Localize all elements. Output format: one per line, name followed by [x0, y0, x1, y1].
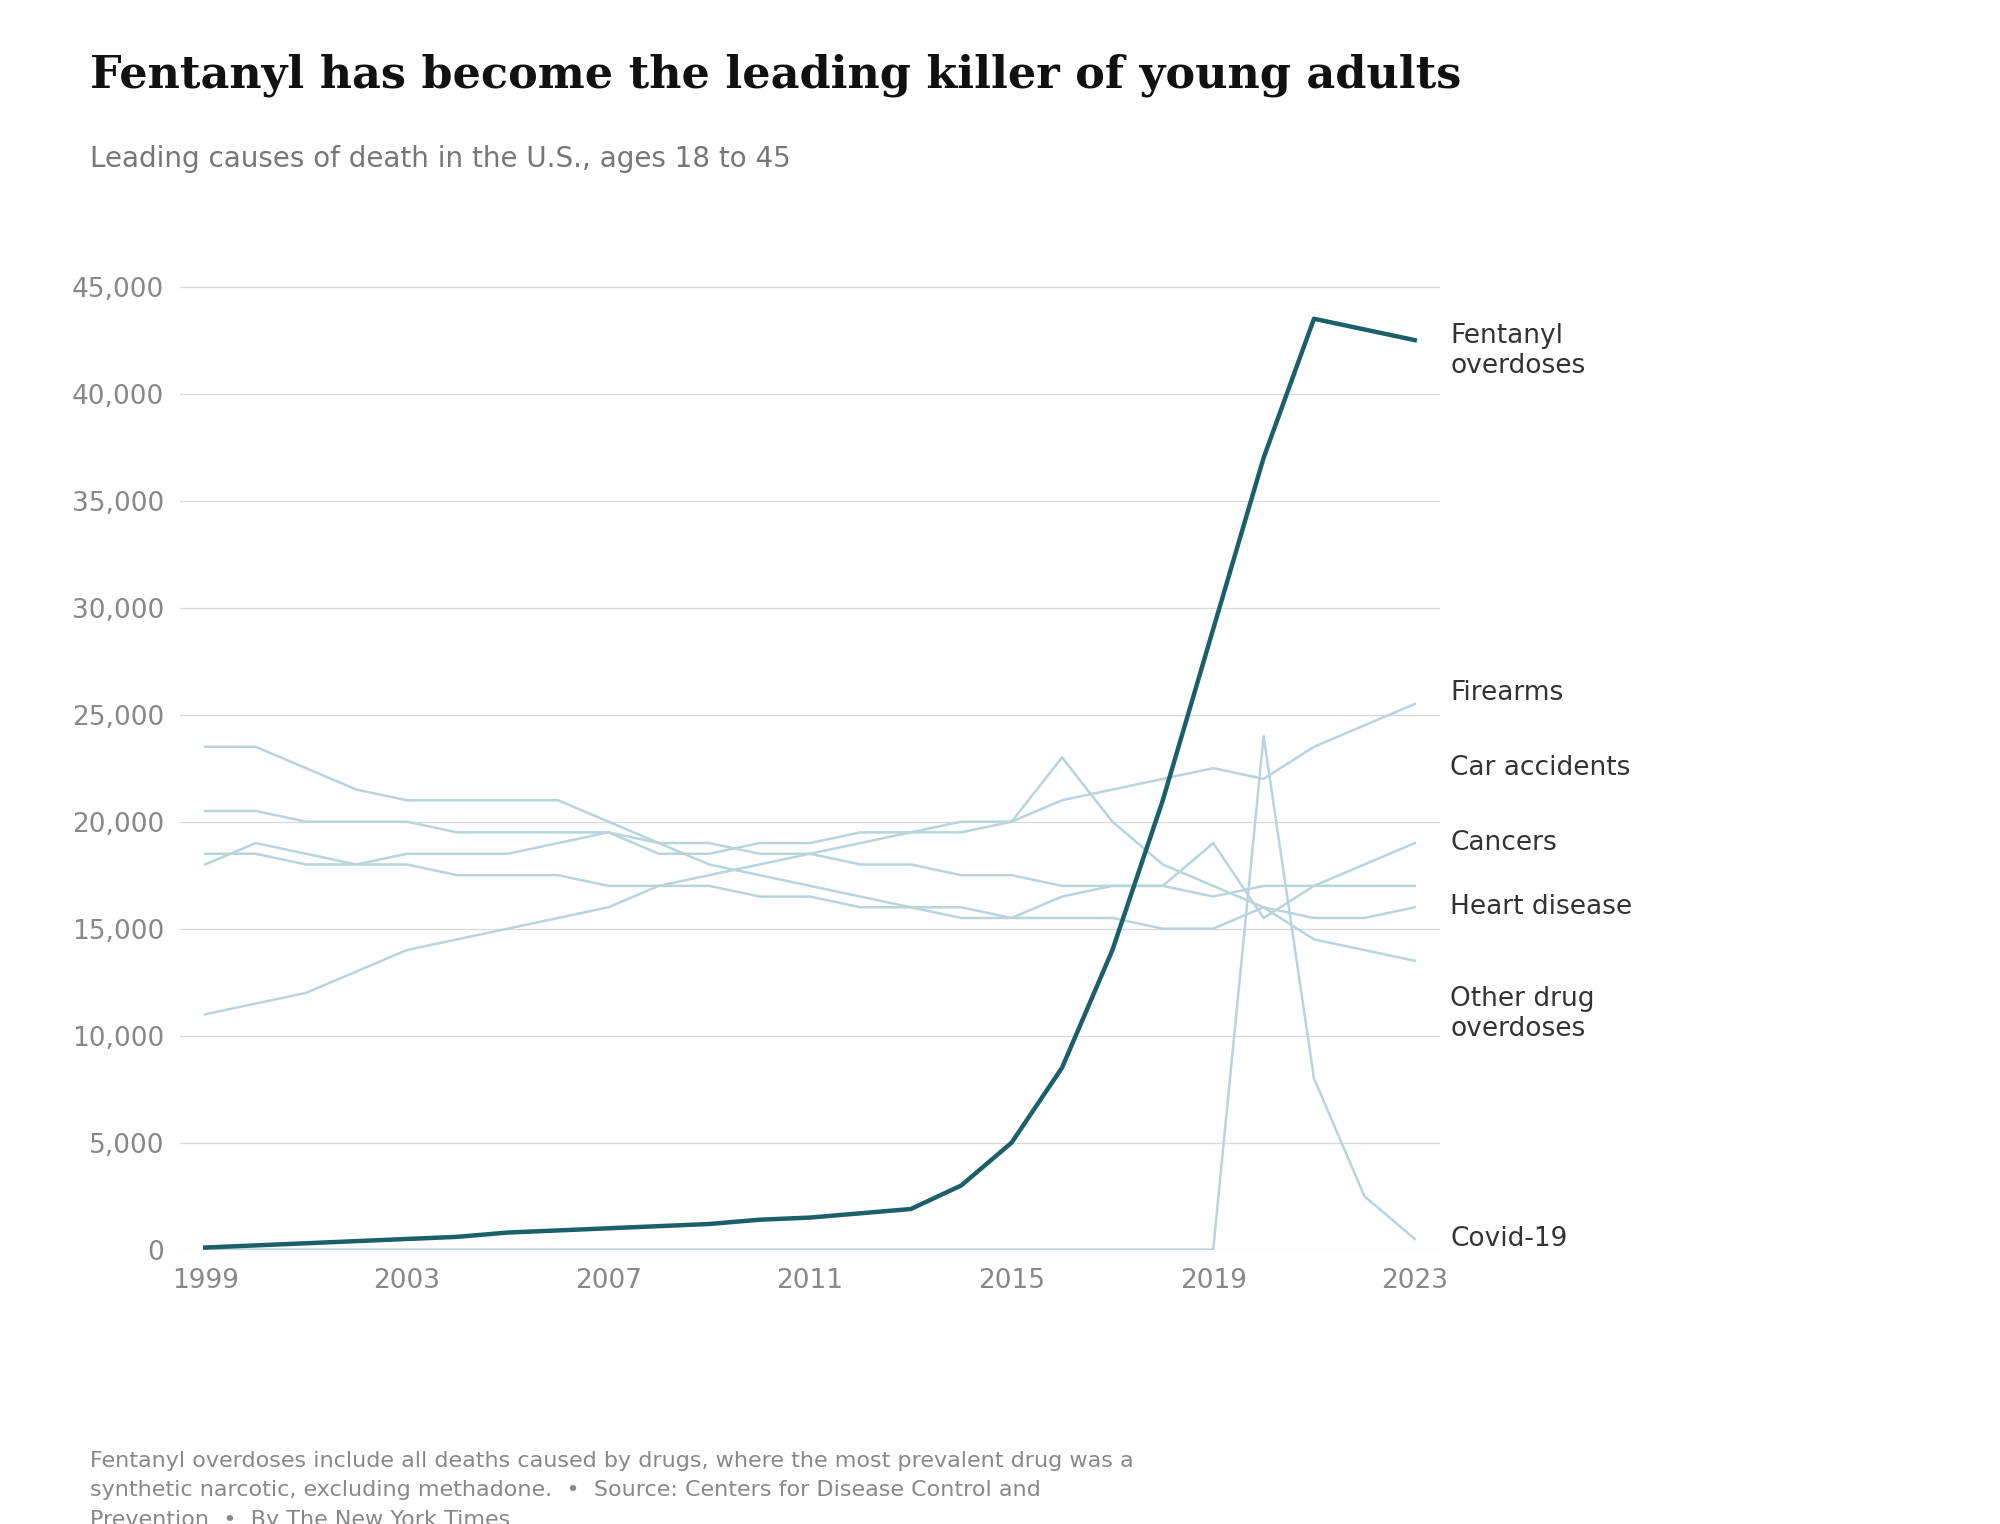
- Text: Fentanyl has become the leading killer of young adults: Fentanyl has become the leading killer o…: [90, 53, 1462, 98]
- Text: Leading causes of death in the U.S., ages 18 to 45: Leading causes of death in the U.S., age…: [90, 145, 790, 172]
- Text: Fentanyl overdoses include all deaths caused by drugs, where the most prevalent : Fentanyl overdoses include all deaths ca…: [90, 1451, 1134, 1524]
- Text: Firearms: Firearms: [1450, 680, 1564, 706]
- Text: Other drug
overdoses: Other drug overdoses: [1450, 986, 1594, 1042]
- Text: Cancers: Cancers: [1450, 831, 1556, 856]
- Text: Heart disease: Heart disease: [1450, 895, 1632, 920]
- Text: Covid-19: Covid-19: [1450, 1225, 1568, 1253]
- Text: Car accidents: Car accidents: [1450, 756, 1630, 782]
- Text: Fentanyl
overdoses: Fentanyl overdoses: [1450, 323, 1586, 379]
